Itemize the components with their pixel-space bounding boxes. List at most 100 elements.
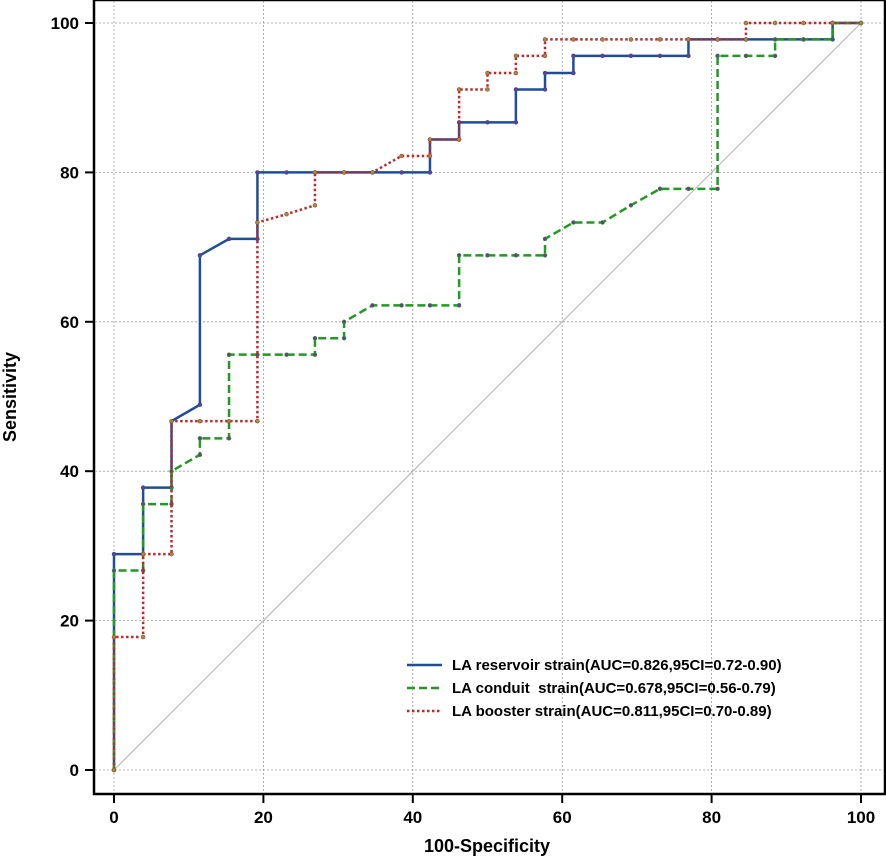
series-3-point-0: [111, 767, 117, 773]
series-2-point-23: [542, 253, 548, 258]
legend-label-3: LA booster strain(AUC=0.811,95CI=0.70-0.…: [452, 703, 772, 720]
y-axis-title: Sensitivity: [0, 352, 20, 442]
y-tick-label-100: 100: [51, 14, 79, 33]
series-3-point-27: [600, 37, 605, 42]
series-2-point-1: [111, 568, 117, 573]
series-3-point-12: [312, 170, 318, 175]
y-tick-label-60: 60: [60, 313, 79, 332]
series-2-point-28: [657, 186, 663, 192]
series-group: [111, 20, 864, 773]
series-2-point-6: [197, 452, 203, 457]
series-1-point-10: [255, 170, 260, 175]
series-1-point-21: [513, 120, 519, 125]
series-3-point-1: [111, 634, 117, 640]
series-3-point-28: [628, 37, 634, 42]
legend: LA reservoir strain(AUC=0.826,95CI=0.72-…: [407, 657, 782, 720]
series-3-point-16: [427, 153, 433, 159]
plot-frame: [92, 0, 886, 796]
series-2-point-9: [226, 352, 232, 357]
series-3-point-3: [140, 551, 146, 557]
series-3-point-17: [427, 137, 433, 142]
series-1-point-24: [542, 70, 548, 76]
series-2-point-18: [427, 303, 433, 308]
series-2-point-34: [772, 37, 778, 42]
series-2-point-32: [743, 53, 749, 59]
legend-label-2: LA conduit strain(AUC=0.678,95CI=0.56-0.…: [452, 680, 776, 697]
series-3-point-7: [226, 418, 232, 424]
series-2-point-7: [197, 436, 203, 441]
series-1-point-20: [485, 120, 490, 125]
series-2-point-14: [341, 336, 347, 341]
series-2-point-29: [686, 186, 691, 192]
series-2-point-8: [226, 436, 232, 441]
y-tick-label-40: 40: [60, 462, 79, 481]
series-2-point-3: [140, 501, 146, 507]
series-2-point-21: [485, 253, 490, 258]
x-tick-label-0: 0: [109, 808, 118, 827]
series-2-point-33: [772, 53, 778, 59]
series-1-point-6: [197, 402, 203, 407]
series-3-point-32: [743, 37, 749, 42]
series-3-point-25: [542, 37, 548, 42]
series-2-point-20: [456, 253, 462, 258]
series-3-point-19: [456, 87, 462, 92]
diagonal-line: [113, 22, 862, 771]
series-3-point-6: [197, 418, 203, 424]
series-3-point-30: [686, 37, 691, 42]
series-3-point-5: [169, 418, 174, 424]
series-1-point-26: [571, 53, 576, 59]
series-3-point-35: [801, 20, 806, 26]
series-3-point-8: [255, 418, 260, 424]
x-tick-label-100: 100: [847, 808, 875, 827]
series-1-point-15: [399, 170, 404, 175]
series-3-point-13: [341, 170, 347, 175]
series-3-point-14: [370, 170, 375, 175]
series-2-point-27: [628, 203, 634, 208]
series-2-point-31: [715, 53, 720, 59]
series-2-point-15: [341, 319, 347, 324]
series-3-point-10: [284, 212, 289, 217]
series-1-point-3: [140, 485, 146, 490]
series-1-point-23: [542, 87, 548, 92]
x-tick-label-20: 20: [254, 808, 273, 827]
series-3-point-9: [255, 220, 260, 225]
series-2-point-36: [830, 37, 835, 42]
series-1-point-1: [111, 551, 117, 557]
series-3-point-4: [169, 551, 174, 557]
y-tick-label-20: 20: [60, 612, 79, 631]
y-tick-label-0: 0: [70, 761, 79, 780]
series-1-point-16: [427, 170, 433, 175]
series-2-point-35: [801, 37, 806, 42]
series-3: [111, 20, 864, 773]
series-2-point-17: [399, 303, 404, 308]
series-3-point-36: [830, 20, 835, 26]
series-3-point-37: [858, 20, 864, 26]
series-3-point-21: [485, 70, 490, 76]
series-1-point-29: [657, 53, 663, 59]
series-3-point-20: [485, 87, 490, 92]
series-3-point-31: [715, 37, 720, 42]
series-2-point-22: [513, 253, 519, 258]
series-3-point-23: [513, 53, 519, 59]
x-tick-label-80: 80: [702, 808, 721, 827]
series-1-point-7: [197, 253, 203, 258]
series-2-point-12: [312, 352, 318, 357]
series-2-point-25: [571, 220, 576, 225]
x-tick-label-40: 40: [403, 808, 422, 827]
x-axis-title: 100-Specificity: [424, 836, 550, 856]
series-3-point-22: [513, 70, 519, 76]
series-1-point-28: [628, 53, 634, 59]
series-1-point-25: [571, 70, 576, 76]
series-3-point-24: [542, 53, 548, 59]
series-1-point-8: [226, 236, 232, 242]
series-2-point-30: [715, 186, 720, 192]
series-2-point-26: [600, 220, 605, 225]
x-tick-label-60: 60: [553, 808, 572, 827]
series-3-point-15: [399, 153, 404, 159]
series-3-point-18: [456, 137, 462, 142]
series-2-point-19: [456, 303, 462, 308]
legend-label-1: LA reservoir strain(AUC=0.826,95CI=0.72-…: [452, 657, 782, 674]
series-1-point-11: [284, 170, 289, 175]
series-2-point-24: [542, 236, 548, 242]
